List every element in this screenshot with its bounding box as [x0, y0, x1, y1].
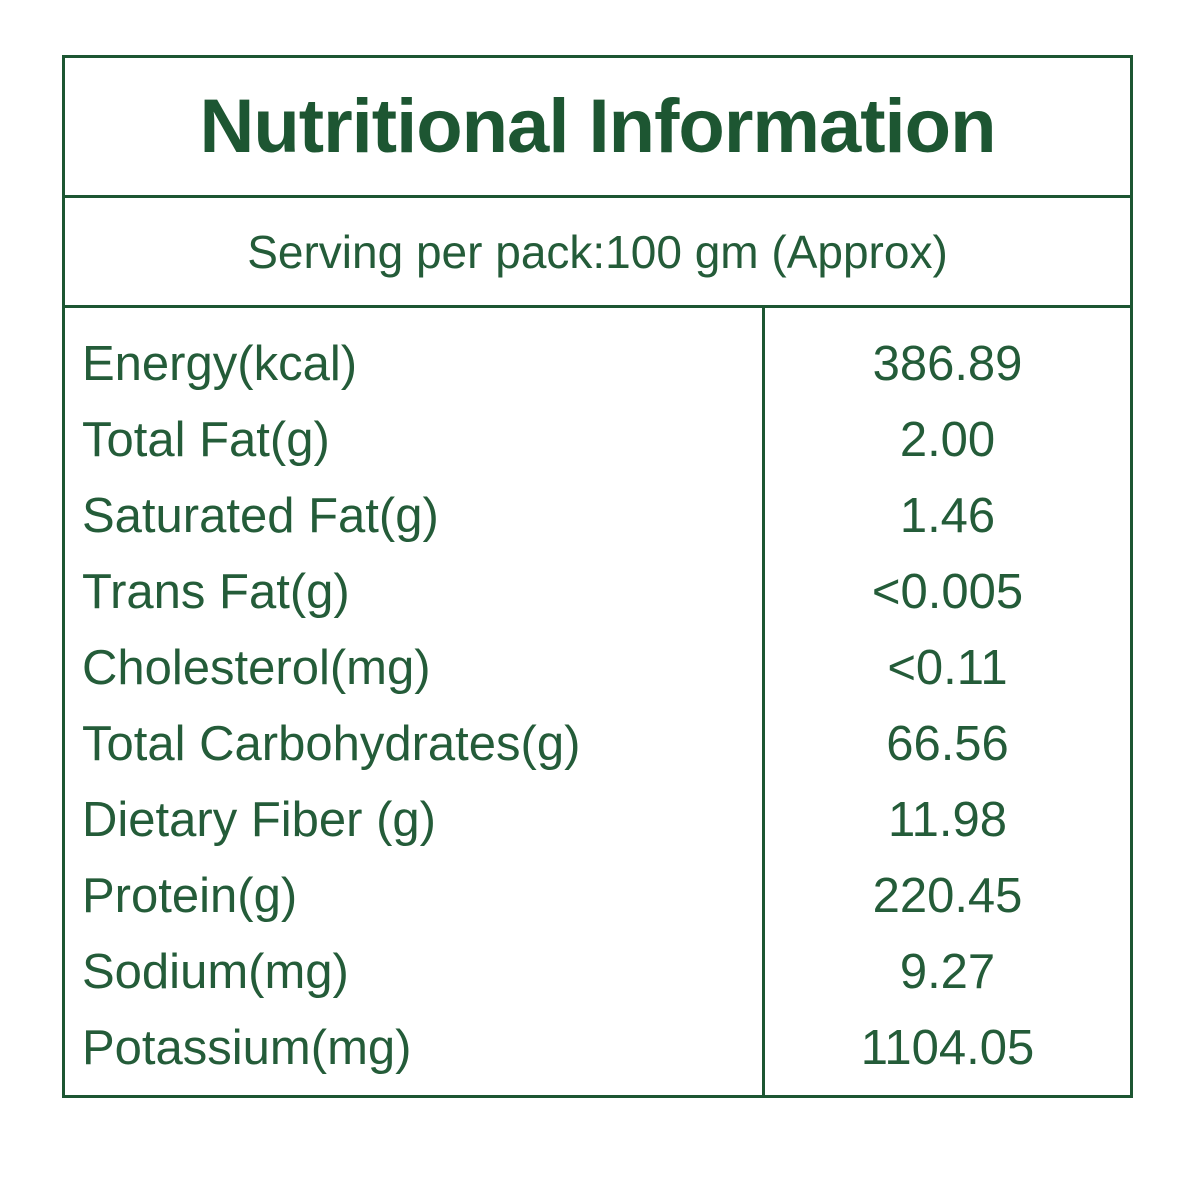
nutrient-label: Total Fat(g): [82, 413, 330, 467]
nutrient-value: 66.56: [886, 717, 1009, 771]
nutrient-value: 386.89: [872, 337, 1023, 391]
nutrient-label: Energy(kcal): [82, 337, 358, 391]
nutrient-label: Protein(g): [82, 869, 298, 923]
nutrient-label: Cholesterol(mg): [82, 641, 431, 695]
serving-per-pack-text: Serving per pack:100 gm (Approx): [247, 225, 948, 278]
nutrient-value: 1104.05: [860, 1021, 1035, 1075]
page-title: Nutritional Information: [199, 84, 996, 169]
nutrient-label: Potassium(mg): [82, 1021, 412, 1075]
nutrition-label: Nutritional Information Serving per pack…: [62, 55, 1133, 1098]
nutrient-label: Total Carbohydrates(g): [82, 717, 581, 771]
nutrient-name-column: Energy(kcal) Total Fat(g) Saturated Fat(…: [65, 308, 762, 1095]
nutrient-table: Energy(kcal) Total Fat(g) Saturated Fat(…: [65, 308, 1130, 1095]
nutrient-value-column: 386.89 2.00 1.46 <0.005 <0.11 66.56 11.9…: [762, 308, 1130, 1095]
serving-section: Serving per pack:100 gm (Approx): [65, 198, 1130, 308]
nutrient-value: <0.11: [887, 641, 1008, 695]
nutrient-label: Sodium(mg): [82, 945, 349, 999]
nutrient-label: Trans Fat(g): [82, 565, 350, 619]
nutrient-value: 1.46: [899, 489, 996, 543]
nutrient-value: <0.005: [871, 565, 1024, 619]
nutrient-value: 2.00: [899, 413, 996, 467]
nutrient-label: Saturated Fat(g): [82, 489, 439, 543]
title-section: Nutritional Information: [65, 58, 1130, 198]
nutrient-value: 11.98: [888, 793, 1007, 847]
nutrient-label: Dietary Fiber (g): [82, 793, 436, 847]
nutrient-value: 220.45: [872, 869, 1023, 923]
nutrient-value: 9.27: [899, 945, 996, 999]
